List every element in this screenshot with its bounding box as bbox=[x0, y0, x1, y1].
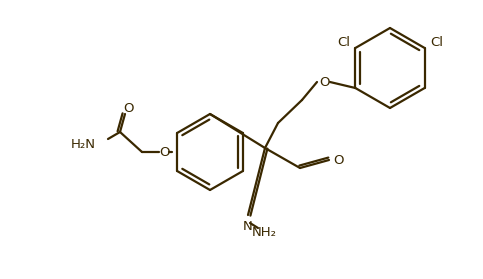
Text: O: O bbox=[124, 102, 134, 116]
Text: H₂N: H₂N bbox=[71, 138, 96, 150]
Text: Cl: Cl bbox=[337, 35, 350, 49]
Text: O: O bbox=[159, 146, 169, 158]
Text: O: O bbox=[320, 76, 330, 88]
Text: NH₂: NH₂ bbox=[252, 227, 276, 239]
Text: O: O bbox=[333, 153, 343, 167]
Text: N: N bbox=[243, 220, 253, 233]
Text: Cl: Cl bbox=[430, 35, 443, 49]
